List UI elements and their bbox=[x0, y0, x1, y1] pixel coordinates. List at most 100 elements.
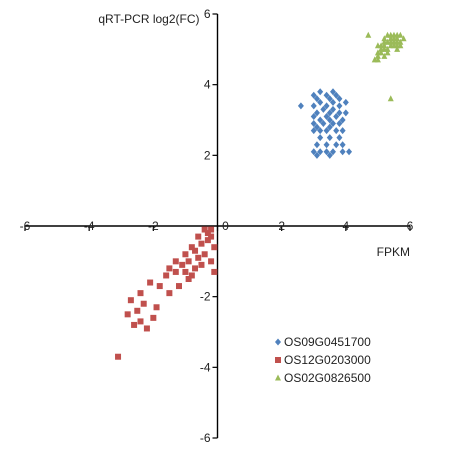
data-point bbox=[137, 318, 144, 325]
data-point bbox=[310, 148, 317, 156]
data-point bbox=[156, 283, 163, 290]
data-point bbox=[153, 304, 160, 311]
x-tick-label: -2 bbox=[148, 219, 159, 233]
data-point bbox=[339, 127, 346, 135]
x-tick-label: -6 bbox=[20, 219, 31, 233]
data-point bbox=[208, 233, 215, 240]
data-point bbox=[195, 233, 202, 240]
data-point bbox=[394, 38, 401, 45]
data-point bbox=[185, 276, 192, 282]
data-point bbox=[317, 148, 324, 156]
data-point bbox=[147, 279, 154, 286]
data-point bbox=[208, 226, 215, 233]
legend-marker bbox=[275, 357, 281, 363]
data-point bbox=[313, 95, 320, 103]
data-point bbox=[326, 109, 333, 117]
data-point bbox=[198, 240, 205, 247]
data-point bbox=[326, 116, 333, 124]
data-point bbox=[397, 42, 404, 49]
data-point bbox=[317, 88, 324, 96]
data-point bbox=[172, 268, 179, 275]
series-2 bbox=[115, 226, 218, 360]
legend: OS09G0451700 OS12G0203000 OS02G0826500 bbox=[275, 335, 371, 385]
data-point bbox=[137, 290, 144, 297]
data-point bbox=[336, 109, 343, 117]
data-point bbox=[339, 141, 346, 149]
data-point bbox=[204, 230, 211, 237]
data-point bbox=[192, 247, 199, 254]
data-point bbox=[140, 300, 147, 307]
data-point bbox=[330, 98, 336, 106]
data-point bbox=[323, 112, 330, 120]
data-point bbox=[365, 31, 372, 38]
data-point bbox=[384, 49, 391, 56]
data-point bbox=[378, 49, 385, 56]
data-point bbox=[333, 112, 340, 120]
data-point bbox=[313, 151, 320, 159]
data-point bbox=[297, 102, 304, 110]
data-point bbox=[166, 290, 173, 297]
data-point bbox=[323, 91, 330, 99]
data-point bbox=[131, 321, 138, 328]
data-point bbox=[195, 254, 202, 261]
data-point bbox=[317, 127, 324, 135]
data-point bbox=[192, 265, 199, 272]
legend-label: OS09G0451700 bbox=[284, 335, 371, 349]
data-point bbox=[381, 38, 388, 45]
data-point bbox=[127, 297, 134, 304]
data-point bbox=[381, 35, 388, 42]
x-tick-label: -4 bbox=[84, 219, 95, 233]
x-axis-ticks: -6 -4 -2 0 2 4 6 bbox=[20, 219, 414, 233]
data-point bbox=[317, 134, 324, 142]
data-point bbox=[198, 261, 205, 268]
data-point bbox=[201, 226, 208, 233]
y-tick-label: 4 bbox=[204, 78, 211, 92]
data-point bbox=[310, 120, 317, 128]
x-tick-label: 4 bbox=[342, 219, 349, 233]
data-point bbox=[313, 123, 320, 131]
x-axis-label: FPKM bbox=[377, 245, 410, 259]
y-tick-label: -4 bbox=[200, 360, 211, 374]
data-point bbox=[400, 35, 407, 42]
data-point bbox=[339, 116, 346, 124]
series-3 bbox=[365, 31, 407, 102]
data-point bbox=[176, 283, 182, 290]
y-tick-label: 6 bbox=[204, 7, 211, 21]
data-point bbox=[342, 98, 349, 106]
data-point bbox=[374, 52, 381, 59]
data-point bbox=[333, 91, 340, 99]
data-point bbox=[378, 42, 385, 49]
data-point bbox=[342, 109, 349, 117]
legend-label: OS02G0826500 bbox=[284, 371, 371, 385]
legend-label: OS12G0203000 bbox=[284, 353, 371, 367]
data-point bbox=[387, 31, 394, 38]
data-point bbox=[317, 116, 324, 124]
data-point bbox=[387, 95, 394, 102]
data-point bbox=[397, 31, 404, 38]
y-tick-label: -2 bbox=[200, 290, 211, 304]
data-point bbox=[310, 112, 317, 120]
data-point bbox=[201, 251, 208, 258]
data-point bbox=[336, 134, 343, 142]
data-point bbox=[326, 123, 333, 131]
data-point bbox=[310, 127, 317, 135]
data-point bbox=[339, 148, 346, 156]
y-axis-ticks: 6 4 2 -2 -4 -6 bbox=[200, 7, 218, 445]
data-point bbox=[182, 251, 189, 258]
data-point bbox=[172, 258, 179, 265]
data-point bbox=[323, 141, 330, 149]
data-point bbox=[208, 258, 215, 265]
data-point bbox=[330, 148, 336, 156]
data-point bbox=[336, 120, 343, 128]
data-points bbox=[115, 31, 407, 360]
data-point bbox=[185, 258, 192, 265]
data-point bbox=[323, 148, 330, 156]
legend-marker bbox=[275, 338, 281, 346]
data-point bbox=[179, 261, 186, 268]
data-point bbox=[394, 35, 401, 42]
data-point bbox=[374, 56, 381, 63]
data-point bbox=[346, 148, 353, 156]
data-point bbox=[326, 151, 333, 159]
data-point bbox=[182, 268, 189, 275]
